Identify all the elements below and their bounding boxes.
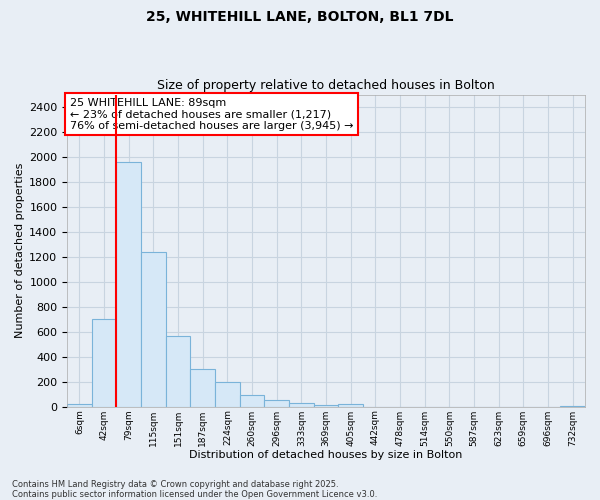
Bar bbox=[190, 369, 215, 406]
Bar bbox=[166, 336, 190, 406]
X-axis label: Distribution of detached houses by size in Bolton: Distribution of detached houses by size … bbox=[190, 450, 463, 460]
Text: Contains HM Land Registry data © Crown copyright and database right 2025.
Contai: Contains HM Land Registry data © Crown c… bbox=[12, 480, 377, 499]
Title: Size of property relative to detached houses in Bolton: Size of property relative to detached ho… bbox=[157, 79, 495, 92]
Bar bbox=[215, 382, 240, 406]
Text: 25 WHITEHILL LANE: 89sqm
← 23% of detached houses are smaller (1,217)
76% of sem: 25 WHITEHILL LANE: 89sqm ← 23% of detach… bbox=[70, 98, 353, 131]
Bar bbox=[67, 404, 92, 406]
Bar bbox=[141, 252, 166, 406]
Bar bbox=[116, 162, 141, 406]
Y-axis label: Number of detached properties: Number of detached properties bbox=[15, 163, 25, 338]
Bar bbox=[92, 320, 116, 406]
Bar bbox=[265, 400, 289, 406]
Bar bbox=[240, 396, 265, 406]
Bar bbox=[289, 403, 314, 406]
Text: 25, WHITEHILL LANE, BOLTON, BL1 7DL: 25, WHITEHILL LANE, BOLTON, BL1 7DL bbox=[146, 10, 454, 24]
Bar bbox=[338, 404, 363, 406]
